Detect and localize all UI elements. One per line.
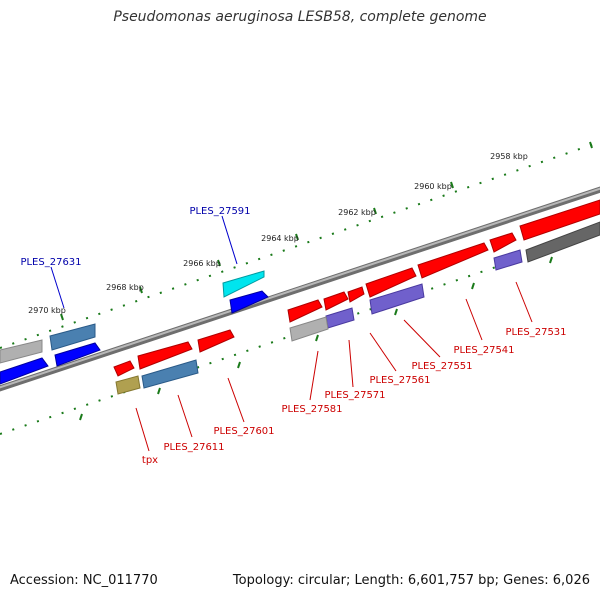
gene-arrow (365, 267, 417, 298)
gene-label-tpx: tpx (142, 455, 158, 466)
topology-text: Topology: circular; Length: 6,601,757 bp… (232, 573, 590, 588)
gene-label-ples-27591: PLES_27591 (189, 206, 250, 217)
outer-scale (0, 141, 600, 349)
gene-label-ples-27571: PLES_27571 (324, 390, 385, 401)
gene-arrow (417, 242, 489, 279)
gene-label-ples-27561: PLES_27561 (369, 375, 430, 386)
gene-arrow (519, 199, 600, 241)
gene-arrow (323, 291, 349, 311)
gene-arrow (115, 375, 141, 395)
accession-text: Accession: NC_011770 (10, 573, 158, 588)
forward-strand (0, 199, 600, 385)
gene-arrow (141, 359, 199, 389)
gene-label-ples-27541: PLES_27541 (453, 345, 514, 356)
gene-arrow (222, 270, 265, 298)
gene-arrow (197, 329, 235, 353)
gene-arrow (0, 357, 49, 385)
gene-label-ples-27531: PLES_27531 (505, 327, 566, 338)
tick-label-2964: 2964 kbp (261, 234, 299, 243)
gene-label-ples-27611: PLES_27611 (163, 442, 224, 453)
gene-label-ples-27551: PLES_27551 (411, 361, 472, 372)
tick-label-2968: 2968 kbp (106, 283, 144, 292)
gene-arrow (325, 307, 355, 329)
gene-arrow (137, 341, 193, 370)
gene-arrow (0, 339, 43, 364)
tick-label-2962: 2962 kbp (338, 208, 376, 217)
gene-arrow (229, 290, 269, 314)
gene-arrow (113, 360, 135, 377)
gene-arrow (49, 323, 96, 351)
gene-arrow (289, 316, 329, 342)
tick-label-2966: 2966 kbp (183, 259, 221, 268)
gene-label-ples-27581: PLES_27581 (281, 404, 342, 415)
gene-label-ples-27601: PLES_27601 (213, 426, 274, 437)
reverse-strand (115, 221, 600, 395)
tick-label-2960: 2960 kbp (414, 182, 452, 191)
gene-label-ples-27631: PLES_27631 (20, 257, 81, 268)
gene-arrow (369, 283, 425, 315)
gene-arrow (287, 299, 323, 323)
map-title: Pseudomonas aeruginosa LESB58, complete … (113, 9, 487, 25)
callout-lines (50, 215, 533, 452)
gene-arrow (347, 286, 365, 303)
major-ticks (60, 141, 593, 421)
inner-scale (0, 231, 600, 435)
gene-arrow (489, 232, 517, 253)
gene-arrow (54, 342, 101, 367)
genome-backbone (0, 186, 600, 392)
gene-arrow (493, 249, 523, 271)
gene-arrow (525, 221, 600, 263)
tick-label-2958: 2958 kbp (490, 152, 528, 161)
tick-label-2970: 2970 kbp (28, 306, 66, 315)
